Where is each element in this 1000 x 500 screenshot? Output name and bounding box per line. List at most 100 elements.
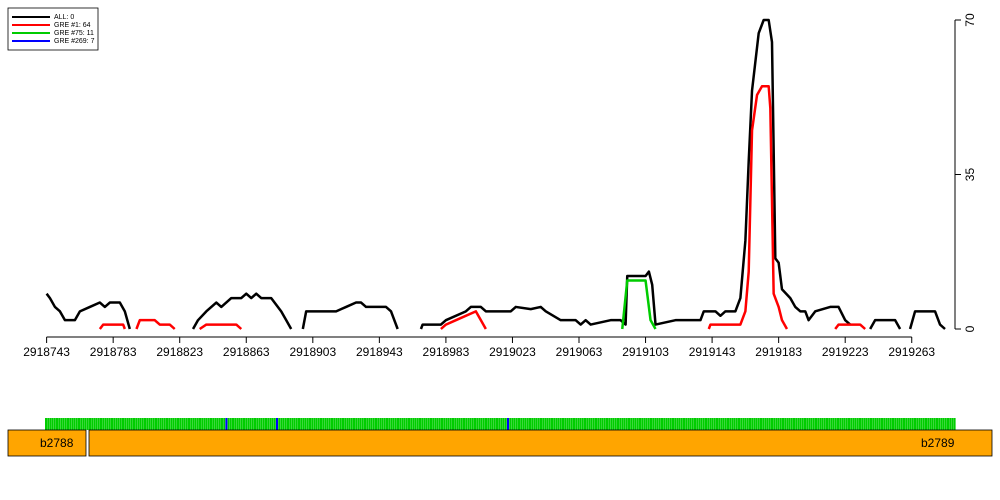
base <box>320 418 322 430</box>
base <box>174 418 177 430</box>
base <box>126 418 129 430</box>
base <box>511 418 514 430</box>
base <box>817 418 820 430</box>
base <box>881 418 883 430</box>
base <box>841 418 844 430</box>
base <box>889 418 892 430</box>
base <box>122 418 124 430</box>
base <box>469 418 472 430</box>
base <box>515 418 518 430</box>
legend-label: GRE #75: 11 <box>54 30 94 37</box>
base <box>672 418 674 430</box>
base <box>874 418 877 430</box>
base <box>907 418 910 430</box>
base <box>309 418 311 430</box>
base <box>542 418 545 430</box>
y-tick-label: 0 <box>963 325 977 332</box>
base <box>408 418 410 430</box>
base <box>144 418 146 430</box>
base <box>526 418 529 430</box>
base <box>256 418 259 430</box>
base <box>751 418 754 430</box>
base <box>859 418 861 430</box>
base <box>170 418 173 430</box>
base <box>779 418 782 430</box>
base <box>89 418 91 430</box>
base <box>848 418 850 430</box>
base <box>53 418 56 430</box>
legend-box <box>7 7 99 51</box>
base <box>445 418 448 430</box>
base <box>652 418 655 430</box>
legend-label: GRE #1: 64 <box>54 22 91 29</box>
base <box>51 418 54 430</box>
base <box>520 418 523 430</box>
base <box>856 418 859 430</box>
x-tick-label: 2919063 <box>556 345 603 359</box>
base <box>826 418 828 430</box>
base <box>304 418 307 430</box>
base <box>403 418 406 430</box>
base <box>650 418 652 430</box>
base <box>75 418 78 430</box>
base <box>865 418 868 430</box>
base <box>282 418 285 430</box>
base <box>146 418 149 430</box>
base <box>623 418 626 430</box>
base <box>603 418 606 430</box>
base <box>544 418 547 430</box>
base <box>364 418 366 430</box>
base <box>337 418 340 430</box>
base <box>845 418 848 430</box>
base <box>478 418 481 430</box>
base <box>606 418 608 430</box>
base <box>106 418 109 430</box>
base <box>742 418 745 430</box>
base <box>434 418 437 430</box>
base <box>584 418 586 430</box>
base <box>115 418 118 430</box>
base <box>80 418 83 430</box>
base <box>713 418 716 430</box>
base <box>951 418 954 430</box>
base <box>280 418 283 430</box>
base <box>559 418 562 430</box>
base <box>658 418 661 430</box>
base <box>375 418 377 430</box>
base <box>69 418 72 430</box>
base <box>601 418 604 430</box>
base <box>898 418 901 430</box>
base <box>315 418 318 430</box>
base <box>610 418 613 430</box>
base <box>685 418 688 430</box>
base <box>487 418 490 430</box>
base <box>368 418 371 430</box>
base <box>190 418 193 430</box>
base <box>49 418 52 430</box>
base <box>777 418 780 430</box>
base <box>707 418 710 430</box>
base <box>773 418 776 430</box>
base <box>815 418 817 430</box>
base <box>905 418 908 430</box>
base <box>278 418 281 430</box>
base <box>159 418 162 430</box>
base <box>863 418 866 430</box>
base <box>394 418 397 430</box>
base <box>940 418 943 430</box>
base <box>443 418 446 430</box>
base <box>137 418 140 430</box>
base <box>452 418 454 430</box>
base <box>210 418 212 430</box>
base <box>311 418 314 430</box>
base <box>405 418 408 430</box>
base <box>762 418 765 430</box>
base <box>269 418 272 430</box>
base <box>529 418 531 430</box>
base <box>687 418 690 430</box>
base <box>236 418 239 430</box>
base <box>837 418 839 430</box>
base <box>887 418 890 430</box>
base <box>489 418 492 430</box>
